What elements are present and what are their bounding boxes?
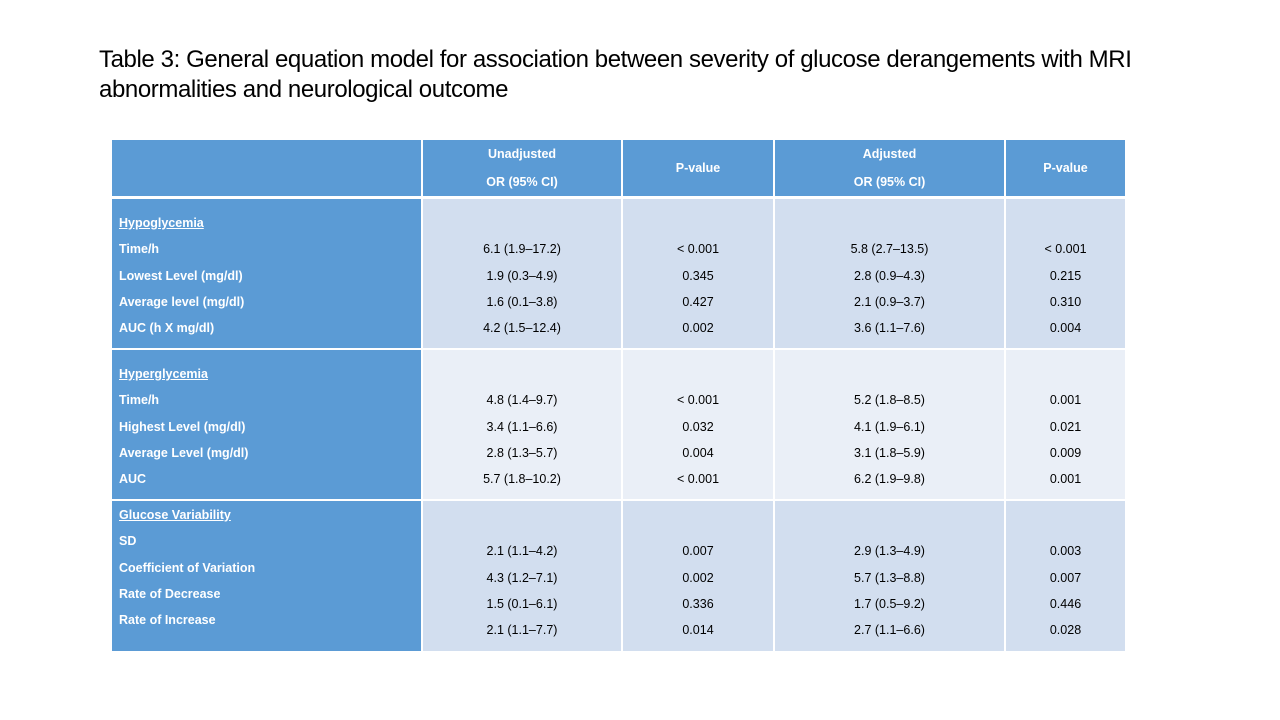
table-cell: 0.004 <box>1049 321 1082 335</box>
results-table: Unadjusted OR (95% CI) P-value Adjusted … <box>112 140 1125 651</box>
table-cell: 5.8 (2.7–13.5) <box>850 242 929 256</box>
table-cell: < 0.001 <box>676 472 720 486</box>
table-cell: 5.2 (1.8–8.5) <box>854 393 925 407</box>
row-label: Time/h <box>119 242 160 256</box>
slide-title: Table 3: General equation model for asso… <box>99 46 1132 103</box>
table-cell: 0.007 <box>1049 571 1082 585</box>
header-unadjusted-ci: OR (95% CI) <box>486 175 558 189</box>
row-label: Time/h <box>119 393 160 407</box>
table-cell: 2.8 (0.9–4.3) <box>854 269 925 283</box>
section-hyperglycemia-p-unadjusted: < 0.001 0.032 0.004 < 0.001 <box>623 350 773 499</box>
table-cell: 2.1 (0.9–3.7) <box>854 295 925 309</box>
section-variability-labels: Glucose Variability SD Coefficient of Va… <box>112 501 421 651</box>
section-hypoglycemia-unadjusted: 6.1 (1.9–17.2) 1.9 (0.3–4.9) 1.6 (0.1–3.… <box>423 199 621 348</box>
table-cell: 0.032 <box>682 420 714 434</box>
header-pvalue-1-text: P-value <box>675 161 721 175</box>
table-cell: 0.002 <box>682 571 714 585</box>
row-label: Highest Level (mg/dl) <box>119 420 246 434</box>
table-cell: 2.1 (1.1–7.7) <box>486 623 558 637</box>
header-adjusted-ci: OR (95% CI) <box>853 175 926 189</box>
section-heading: Hyperglycemia <box>119 367 208 381</box>
row-label: Average Level (mg/dl) <box>119 446 249 460</box>
section-hyperglycemia-unadjusted: 4.8 (1.4–9.7) 3.4 (1.1–6.6) 2.8 (1.3–5.7… <box>423 350 621 499</box>
row-label: Coefficient of Variation <box>119 561 256 575</box>
section-heading: Glucose Variability <box>119 508 231 522</box>
table-cell: 2.8 (1.3–5.7) <box>486 446 558 460</box>
section-variability-unadjusted: 2.1 (1.1–4.2) 4.3 (1.2–7.1) 1.5 (0.1–6.1… <box>423 501 621 651</box>
table-cell: 0.014 <box>682 623 714 637</box>
row-label: SD <box>119 534 137 548</box>
row-label: AUC (h X mg/dl) <box>119 321 215 335</box>
table-cell: 4.8 (1.4–9.7) <box>486 393 558 407</box>
table-cell: 4.1 (1.9–6.1) <box>854 420 925 434</box>
header-pvalue-2: P-value <box>1006 140 1125 196</box>
table-cell: 1.9 (0.3–4.9) <box>486 269 558 283</box>
section-hyperglycemia-labels: Hyperglycemia Time/h Highest Level (mg/d… <box>112 350 421 499</box>
section-variability-adjusted: 2.9 (1.3–4.9) 5.7 (1.3–8.8) 1.7 (0.5–9.2… <box>775 501 1004 651</box>
section-hyperglycemia-p-adjusted: 0.001 0.021 0.009 0.001 <box>1006 350 1125 499</box>
table-cell: 2.1 (1.1–4.2) <box>486 544 558 558</box>
table-cell: < 0.001 <box>676 393 720 407</box>
table-cell: < 0.001 <box>676 242 720 256</box>
table-cell: 1.5 (0.1–6.1) <box>486 597 558 611</box>
table-cell: 1.7 (0.5–9.2) <box>854 597 925 611</box>
table-cell: 4.3 (1.2–7.1) <box>486 571 558 585</box>
table-cell: 0.007 <box>682 544 714 558</box>
table-cell: < 0.001 <box>1044 242 1087 256</box>
section-hypoglycemia-p-unadjusted: < 0.001 0.345 0.427 0.002 <box>623 199 773 348</box>
header-label-cell <box>112 140 421 196</box>
section-hyperglycemia-adjusted: 5.2 (1.8–8.5) 4.1 (1.9–6.1) 3.1 (1.8–5.9… <box>775 350 1004 499</box>
table-cell: 4.2 (1.5–12.4) <box>483 321 561 335</box>
table-cell: 3.6 (1.1–7.6) <box>854 321 925 335</box>
table-cell: 0.021 <box>1049 420 1082 434</box>
table-cell: 0.001 <box>1049 393 1082 407</box>
header-adjusted-title: Adjusted <box>862 147 917 161</box>
header-unadjusted: Unadjusted OR (95% CI) <box>423 140 621 196</box>
table-cell: 3.4 (1.1–6.6) <box>486 420 558 434</box>
table-cell: 0.009 <box>1049 446 1082 460</box>
table-cell: 6.2 (1.9–9.8) <box>854 472 925 486</box>
header-adjusted: Adjusted OR (95% CI) <box>775 140 1004 196</box>
row-label: AUC <box>119 472 147 486</box>
section-variability-p-adjusted: 0.003 0.007 0.446 0.028 <box>1006 501 1125 651</box>
table-cell: 0.446 <box>1049 597 1082 611</box>
table-cell: 2.7 (1.1–6.6) <box>854 623 925 637</box>
row-label: Average level (mg/dl) <box>119 295 245 309</box>
table-cell: 0.310 <box>1049 295 1082 309</box>
section-variability-p-unadjusted: 0.007 0.002 0.336 0.014 <box>623 501 773 651</box>
section-hypoglycemia-p-adjusted: < 0.001 0.215 0.310 0.004 <box>1006 199 1125 348</box>
table-cell: 5.7 (1.8–10.2) <box>483 472 561 486</box>
table-cell: 0.215 <box>1049 269 1082 283</box>
section-hypoglycemia-adjusted: 5.8 (2.7–13.5) 2.8 (0.9–4.3) 2.1 (0.9–3.… <box>775 199 1004 348</box>
table-cell: 0.003 <box>1049 544 1082 558</box>
header-unadjusted-title: Unadjusted <box>487 147 557 161</box>
table-cell: 2.9 (1.3–4.9) <box>854 544 925 558</box>
table-cell: 0.336 <box>682 597 714 611</box>
header-pvalue-1: P-value <box>623 140 773 196</box>
table-cell: 0.028 <box>1049 623 1082 637</box>
table-cell: 0.345 <box>682 269 714 283</box>
table-cell: 5.7 (1.3–8.8) <box>854 571 925 585</box>
table-cell: 6.1 (1.9–17.2) <box>483 242 561 256</box>
row-label: Rate of Increase <box>119 613 216 627</box>
section-hypoglycemia-labels: Hypoglycemia Time/h Lowest Level (mg/dl)… <box>112 199 421 348</box>
row-label: Lowest Level (mg/dl) <box>119 269 243 283</box>
table-cell: 0.001 <box>1049 472 1082 486</box>
table-cell: 3.1 (1.8–5.9) <box>854 446 925 460</box>
table-cell: 0.427 <box>682 295 714 309</box>
header-pvalue-2-text: P-value <box>1043 161 1088 175</box>
table-cell: 0.004 <box>682 446 714 460</box>
section-heading: Hypoglycemia <box>119 216 204 230</box>
table-cell: 0.002 <box>682 321 714 335</box>
row-label: Rate of Decrease <box>119 587 221 601</box>
table-cell: 1.6 (0.1–3.8) <box>486 295 558 309</box>
